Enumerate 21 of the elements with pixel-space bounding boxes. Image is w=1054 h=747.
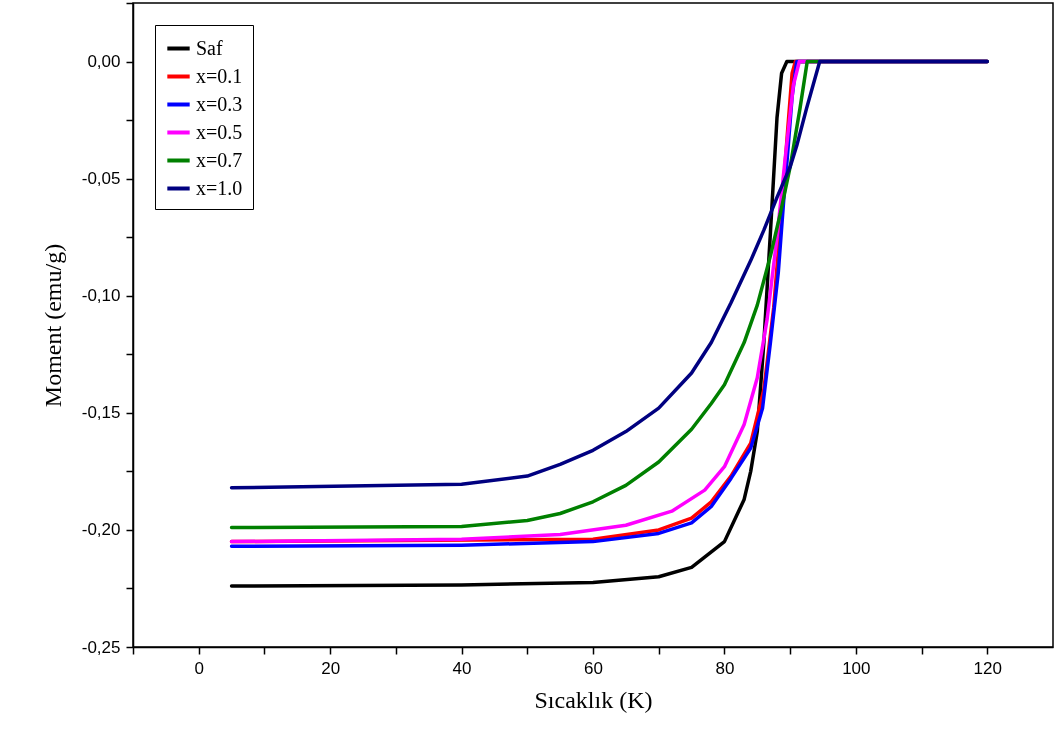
x-tick-label: 0 [194, 658, 204, 678]
legend-label: x=0.1 [196, 64, 243, 87]
x-tick-label: 60 [584, 658, 603, 678]
x-tick-label: 40 [452, 658, 472, 678]
x-tick-label: 100 [842, 658, 871, 678]
x-tick-label: 20 [321, 658, 341, 678]
x-axis-title: Sıcaklık (K) [534, 686, 653, 713]
y-tick-label: -0,20 [81, 520, 121, 540]
y-tick-label: -0,25 [81, 637, 121, 657]
y-tick-label: -0,15 [81, 403, 121, 423]
legend-label: x=0.7 [196, 148, 243, 171]
x-tick-label: 80 [715, 658, 735, 678]
legend-label: x=0.5 [196, 120, 243, 143]
legend-label: Saf [196, 36, 223, 59]
y-axis-title: Moment (emu/g) [39, 243, 66, 408]
y-tick-label: -0,10 [81, 286, 121, 306]
legend-label: x=0.3 [196, 92, 243, 115]
x-tick-label: 120 [973, 658, 1002, 678]
legend-label: x=1.0 [196, 176, 243, 199]
y-tick-label: -0,05 [81, 169, 121, 189]
y-tick-label: 0,00 [87, 52, 121, 72]
